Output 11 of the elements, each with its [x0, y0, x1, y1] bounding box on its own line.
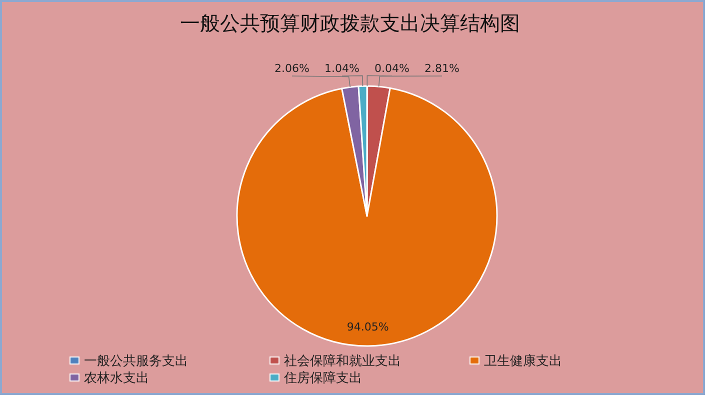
- legend-label: 卫生健康支出: [484, 354, 562, 369]
- data-label: 0.04%: [374, 62, 410, 75]
- data-label: 94.05%: [346, 320, 389, 334]
- data-label: 1.04%: [324, 62, 360, 75]
- chart-title: 一般公共预算财政拨款支出决算结构图: [180, 11, 520, 35]
- data-label: 2.06%: [274, 62, 310, 75]
- legend-label: 农林水支出: [84, 371, 149, 386]
- legend-label: 住房保障支出: [283, 370, 362, 386]
- legend-label: 社会保障和就业支出: [284, 354, 401, 369]
- legend-label: 一般公共服务支出: [84, 354, 188, 369]
- data-label: 2.81%: [424, 62, 460, 75]
